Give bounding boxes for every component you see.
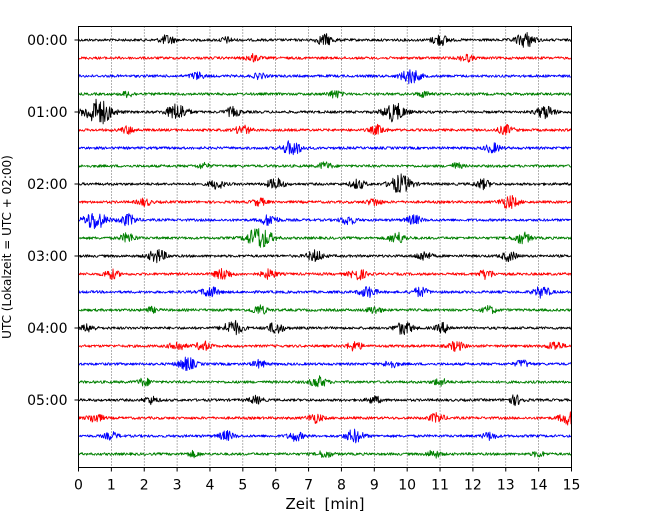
seismogram-trace bbox=[78, 32, 572, 48]
seismogram-trace bbox=[78, 123, 572, 136]
x-tick-label: 8 bbox=[337, 478, 346, 494]
x-tick-label: 13 bbox=[497, 478, 515, 494]
x-tick-label: 6 bbox=[271, 478, 280, 494]
x-axis-label: Zeit [min] bbox=[285, 495, 364, 513]
seismogram-trace bbox=[78, 267, 572, 281]
seismogram-trace bbox=[78, 195, 572, 210]
seismogram-trace bbox=[78, 69, 572, 85]
x-tick-label: 7 bbox=[304, 478, 313, 494]
seismogram-trace bbox=[78, 375, 572, 388]
seismogram-trace bbox=[78, 173, 572, 193]
seismogram-traces bbox=[78, 32, 572, 459]
seismogram-trace bbox=[78, 286, 572, 299]
seismogram-trace bbox=[78, 213, 572, 230]
seismogram-trace bbox=[78, 52, 572, 63]
plot-frame bbox=[78, 26, 572, 468]
seismogram-trace bbox=[78, 161, 572, 170]
seismogram-trace bbox=[78, 394, 572, 407]
seismogram-trace bbox=[78, 248, 572, 264]
seismogram-trace bbox=[78, 140, 572, 156]
x-tick-label: 9 bbox=[370, 478, 379, 494]
seismogram-trace bbox=[78, 340, 572, 352]
x-tick-label: 14 bbox=[530, 478, 548, 494]
x-axis-ticks: 0 1 2 3 4 5 6 7 8 9 10 11 12 13 14 15 bbox=[74, 467, 581, 494]
x-tick-label: 11 bbox=[431, 478, 449, 494]
x-tick-label: 0 bbox=[74, 478, 83, 494]
seismogram-trace bbox=[78, 304, 572, 315]
y-tick-label: 04:00 bbox=[27, 321, 67, 337]
y-tick-label: 02:00 bbox=[27, 177, 67, 193]
seismogram-trace bbox=[78, 449, 572, 459]
x-tick-label: 15 bbox=[563, 478, 581, 494]
y-tick-label: 00:00 bbox=[27, 33, 67, 49]
x-tick-label: 3 bbox=[173, 478, 182, 494]
seismogram-trace bbox=[78, 98, 572, 125]
y-axis-label: UTC (Lokalzeit = UTC + 02:00) bbox=[0, 155, 14, 339]
x-tick-label: 12 bbox=[464, 478, 482, 494]
seismogram-trace bbox=[78, 228, 572, 248]
seismogram-trace bbox=[78, 428, 572, 444]
y-axis-ticks: 00:00 01:00 02:00 03:00 04:00 05:00 bbox=[27, 33, 79, 409]
y-tick-label: 01:00 bbox=[27, 105, 67, 121]
x-tick-label: 4 bbox=[206, 478, 215, 494]
seismogram-trace bbox=[78, 90, 572, 99]
x-tick-label: 2 bbox=[140, 478, 149, 494]
y-tick-label: 03:00 bbox=[27, 249, 67, 265]
x-tick-label: 5 bbox=[238, 478, 247, 494]
y-tick-label: 05:00 bbox=[27, 393, 67, 409]
x-tick-label: 10 bbox=[398, 478, 416, 494]
x-tick-label: 1 bbox=[107, 478, 116, 494]
seismogram-trace bbox=[78, 411, 572, 426]
seismogram-trace bbox=[78, 356, 572, 371]
seismogram-trace bbox=[78, 319, 572, 336]
